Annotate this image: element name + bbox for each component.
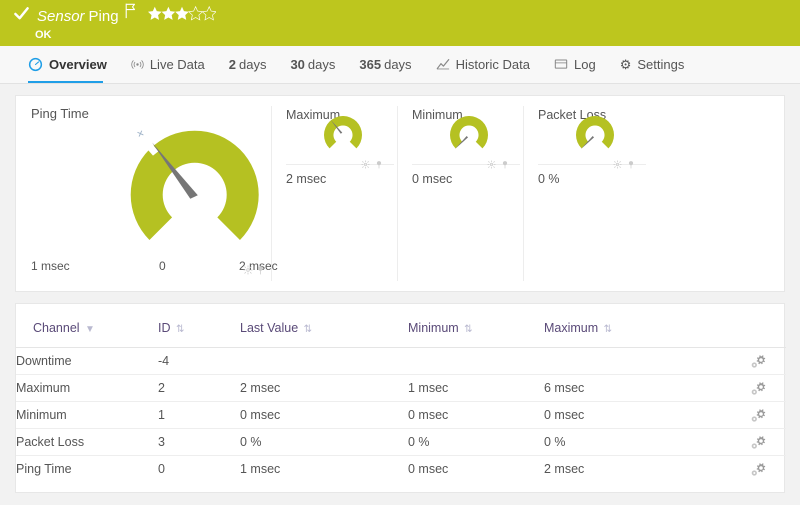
svg-text:✕: ✕ (135, 128, 146, 140)
